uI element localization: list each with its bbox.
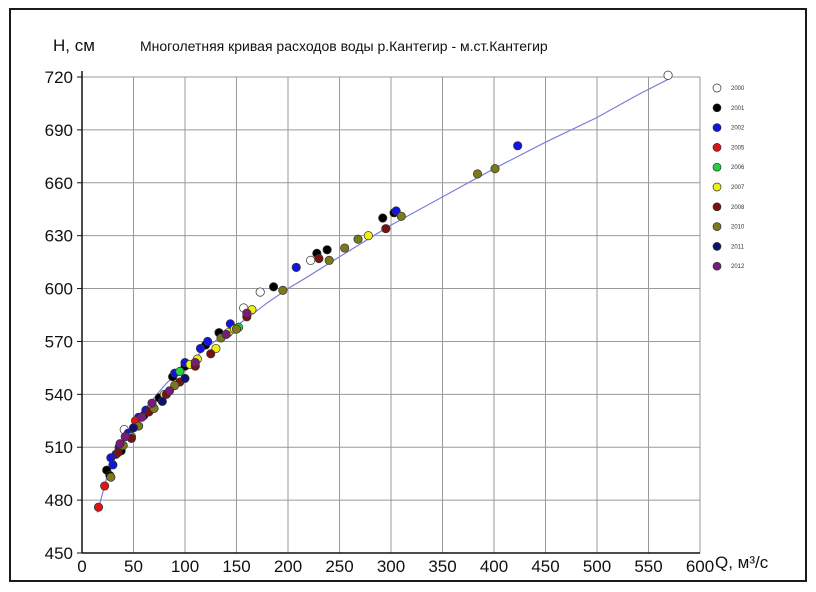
- grid: [82, 76, 701, 553]
- data-point-2005: [93, 502, 104, 512]
- x-tick-label: 0: [77, 557, 86, 576]
- data-point-2000: [255, 287, 265, 297]
- data-point-2010: [353, 234, 363, 244]
- y-tick-label: 660: [45, 174, 73, 193]
- x-tick-label: 250: [325, 557, 353, 576]
- y-tick-label: 450: [45, 544, 73, 563]
- axes: [77, 71, 700, 554]
- x-tick-label: 150: [222, 557, 250, 576]
- legend-label-2006: 2006: [731, 165, 745, 171]
- data-point-2002: [195, 343, 205, 354]
- legend-label-2000: 2000: [731, 86, 745, 92]
- data-point-2010: [472, 169, 483, 179]
- data-point-2012: [115, 439, 125, 449]
- legend: 2000 2001 2002 2005 2006 2007 2008 2010 2011 2012: [712, 83, 745, 271]
- x-axis-label: Q, м³/с: [715, 553, 769, 572]
- data-point-2002: [513, 141, 523, 151]
- legend-marker-2008: [712, 202, 722, 212]
- y-tick-label: 630: [45, 227, 73, 246]
- legend-marker-2007: [712, 182, 722, 192]
- legend-label-2007: 2007: [731, 185, 745, 191]
- data-point-2010: [396, 211, 406, 221]
- data-point-2010: [324, 255, 334, 265]
- data-point-2007: [363, 231, 373, 241]
- data-point-2000: [663, 70, 673, 80]
- data-point-2011: [128, 423, 139, 433]
- y-tick-label: 570: [45, 332, 73, 351]
- chart-title: Многолетняя кривая расходов воды р.Канте…: [140, 38, 548, 54]
- data-point-2001: [269, 282, 279, 292]
- x-tick-label: 500: [583, 557, 611, 576]
- data-point-2012: [221, 329, 231, 339]
- data-point-2005: [100, 481, 110, 491]
- x-tick-label: 400: [480, 557, 508, 576]
- x-tick-label: 450: [531, 557, 559, 576]
- data-point-2008: [381, 224, 391, 234]
- data-point-2010: [278, 285, 288, 295]
- y-tick-label: 720: [45, 68, 73, 87]
- data-point-2002: [291, 262, 301, 272]
- data-point-2010: [340, 243, 350, 253]
- data-point-2012: [165, 386, 175, 396]
- legend-marker-2011: [712, 242, 722, 251]
- data-point-2012: [137, 412, 147, 422]
- legend-marker-2001: [712, 103, 722, 113]
- data-point-2012: [242, 308, 252, 318]
- y-tick-label: 690: [45, 121, 73, 140]
- data-point-2002: [203, 336, 213, 346]
- x-tick-label: 550: [634, 557, 662, 576]
- legend-label-2001: 2001: [731, 106, 745, 112]
- data-point-2001: [378, 213, 388, 223]
- x-tick-label: 350: [428, 557, 456, 576]
- data-point-2011: [157, 396, 167, 406]
- y-tick-label: 510: [45, 438, 73, 457]
- legend-label-2011: 2011: [731, 244, 745, 250]
- legend-marker-2000: [712, 83, 722, 93]
- data-point-2012: [147, 398, 157, 408]
- x-tick-label: 200: [274, 557, 302, 576]
- x-tick-label: 50: [124, 557, 143, 576]
- y-tick-label: 600: [45, 280, 73, 299]
- data-point-2010: [106, 472, 116, 482]
- x-tick-label: 300: [377, 557, 405, 576]
- legend-marker-2005: [712, 143, 722, 152]
- x-tick-label: 600: [686, 557, 714, 576]
- data-point-2008: [314, 254, 324, 264]
- data-point-2000: [306, 255, 316, 265]
- legend-marker-2010: [712, 222, 722, 231]
- tick-labels: 0 50 100 150 200 250 300 350 400 450 500 550 600 450 4…: [45, 68, 715, 576]
- y-tick-label: 540: [45, 385, 73, 404]
- data-point-2011: [180, 373, 190, 384]
- data-point-2008: [113, 447, 123, 458]
- legend-label-2010: 2010: [731, 225, 745, 231]
- legend-label-2008: 2008: [731, 205, 745, 211]
- data-point-2008: [206, 349, 216, 359]
- data-point-2002: [108, 460, 118, 470]
- legend-marker-2006: [712, 162, 722, 172]
- data-point-2012: [120, 432, 130, 442]
- data-point-2006: [175, 366, 185, 376]
- legend-label-2012: 2012: [731, 264, 745, 270]
- legend-marker-2002: [712, 123, 722, 132]
- legend-label-2002: 2002: [731, 126, 745, 132]
- data-point-2010: [490, 164, 500, 174]
- data-point-2010: [231, 324, 242, 334]
- legend-marker-2012: [712, 261, 722, 271]
- data-point-2001: [322, 245, 332, 255]
- y-tick-label: 480: [45, 491, 73, 510]
- chart-frame: [9, 8, 807, 582]
- x-tick-label: 100: [171, 557, 199, 576]
- legend-label-2005: 2005: [731, 145, 745, 151]
- y-axis-label: H, см: [53, 36, 95, 55]
- data-points: [93, 70, 673, 512]
- data-point-2012: [190, 358, 200, 368]
